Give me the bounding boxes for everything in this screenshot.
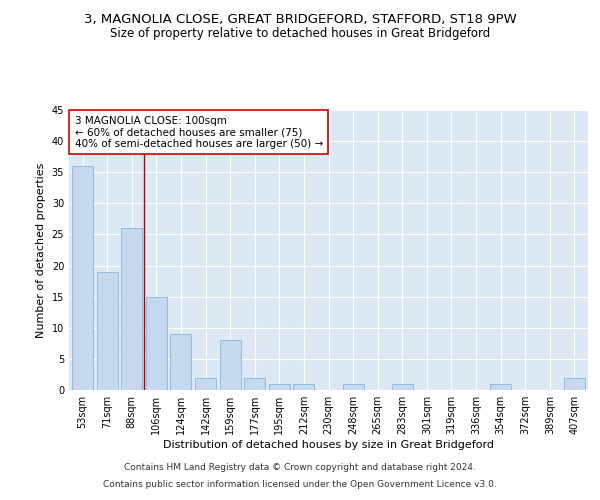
Bar bbox=[146, 296, 167, 390]
Bar bbox=[490, 384, 511, 390]
Text: 3, MAGNOLIA CLOSE, GREAT BRIDGEFORD, STAFFORD, ST18 9PW: 3, MAGNOLIA CLOSE, GREAT BRIDGEFORD, STA… bbox=[83, 12, 517, 26]
Bar bbox=[121, 228, 142, 390]
Bar bbox=[97, 272, 118, 390]
Bar bbox=[293, 384, 314, 390]
Bar bbox=[244, 378, 265, 390]
Bar bbox=[564, 378, 585, 390]
Bar bbox=[392, 384, 413, 390]
Text: Contains HM Land Registry data © Crown copyright and database right 2024.: Contains HM Land Registry data © Crown c… bbox=[124, 464, 476, 472]
Text: 3 MAGNOLIA CLOSE: 100sqm
← 60% of detached houses are smaller (75)
40% of semi-d: 3 MAGNOLIA CLOSE: 100sqm ← 60% of detach… bbox=[74, 116, 323, 149]
X-axis label: Distribution of detached houses by size in Great Bridgeford: Distribution of detached houses by size … bbox=[163, 440, 494, 450]
Y-axis label: Number of detached properties: Number of detached properties bbox=[36, 162, 46, 338]
Text: Size of property relative to detached houses in Great Bridgeford: Size of property relative to detached ho… bbox=[110, 28, 490, 40]
Text: Contains public sector information licensed under the Open Government Licence v3: Contains public sector information licen… bbox=[103, 480, 497, 489]
Bar bbox=[343, 384, 364, 390]
Bar bbox=[170, 334, 191, 390]
Bar bbox=[220, 340, 241, 390]
Bar bbox=[72, 166, 93, 390]
Bar bbox=[269, 384, 290, 390]
Bar bbox=[195, 378, 216, 390]
